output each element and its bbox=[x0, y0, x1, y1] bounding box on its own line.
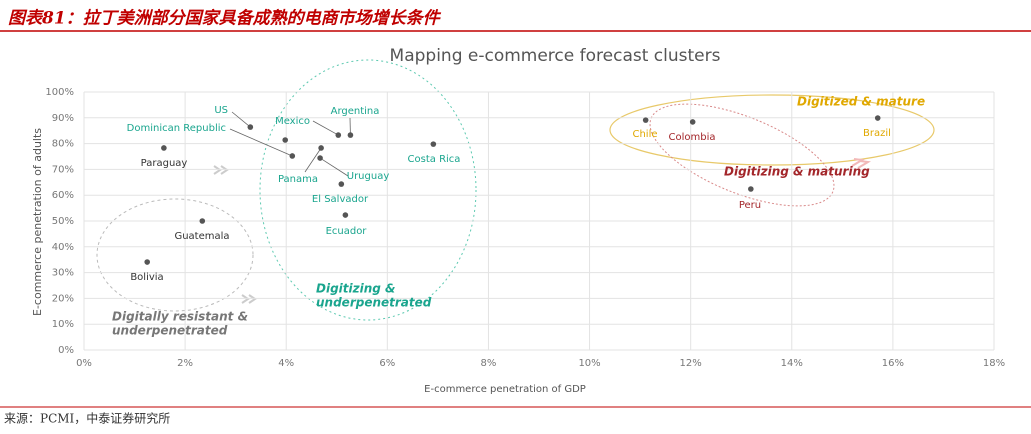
point-label: Colombia bbox=[669, 132, 716, 143]
point-label: Peru bbox=[739, 200, 761, 211]
point-label: Argentina bbox=[331, 106, 380, 117]
data-point bbox=[282, 137, 288, 143]
x-tick-label: 10% bbox=[578, 358, 600, 369]
y-tick-label: 80% bbox=[52, 139, 74, 150]
y-tick-label: 90% bbox=[52, 113, 74, 124]
y-tick-label: 0% bbox=[58, 345, 74, 356]
y-tick-label: 10% bbox=[52, 319, 74, 330]
point-label: Ecuador bbox=[326, 226, 368, 237]
arrow-icon bbox=[214, 166, 227, 174]
y-axis-label: E-commerce penetration of adults bbox=[31, 128, 44, 316]
data-point bbox=[339, 181, 345, 187]
leader-line bbox=[320, 158, 348, 176]
leader-line bbox=[232, 112, 250, 127]
x-tick-label: 14% bbox=[781, 358, 803, 369]
x-tick-label: 8% bbox=[481, 358, 497, 369]
leader-line bbox=[313, 121, 338, 135]
data-point bbox=[875, 115, 881, 121]
point-label: Mexico bbox=[275, 116, 310, 127]
source-note: 来源：PCMI，中泰证券研究所 bbox=[4, 411, 170, 426]
cluster-label: Digitizing & bbox=[316, 282, 396, 296]
page-title: 图表81：拉丁美洲部分国家具备成熟的电商市场增长条件 bbox=[8, 9, 442, 29]
x-axis-label: E-commerce penetration of GDP bbox=[424, 384, 586, 395]
data-point bbox=[161, 145, 167, 151]
data-point bbox=[748, 186, 754, 192]
y-tick-label: 40% bbox=[52, 242, 74, 253]
leader-line bbox=[230, 129, 292, 156]
data-point bbox=[431, 141, 437, 147]
point-label: US bbox=[214, 105, 228, 116]
y-tick-label: 70% bbox=[52, 164, 74, 175]
x-tick-label: 0% bbox=[76, 358, 92, 369]
cluster-label: underpenetrated bbox=[316, 296, 432, 310]
data-point bbox=[318, 145, 324, 151]
y-tick-label: 50% bbox=[52, 216, 74, 227]
point-label: Panama bbox=[278, 174, 318, 185]
data-point bbox=[248, 124, 254, 130]
cluster-outline bbox=[97, 199, 253, 311]
y-tick-label: 20% bbox=[52, 293, 74, 304]
y-tick-label: 60% bbox=[52, 190, 74, 201]
data-point bbox=[317, 155, 323, 161]
point-label: Chile bbox=[632, 129, 657, 140]
data-point bbox=[289, 153, 295, 159]
point-label: Dominican Republic bbox=[127, 123, 226, 134]
point-label: Brazil bbox=[863, 128, 891, 139]
point-label: Guatemala bbox=[174, 231, 229, 242]
data-point bbox=[335, 132, 341, 138]
x-tick-label: 18% bbox=[983, 358, 1005, 369]
data-point bbox=[348, 132, 354, 138]
data-point bbox=[144, 259, 150, 265]
x-tick-label: 4% bbox=[278, 358, 294, 369]
x-tick-label: 12% bbox=[680, 358, 702, 369]
x-tick-label: 2% bbox=[177, 358, 193, 369]
x-tick-label: 16% bbox=[882, 358, 904, 369]
cluster-label: underpenetrated bbox=[112, 324, 228, 338]
point-label: Costa Rica bbox=[408, 154, 461, 165]
arrow-icon bbox=[242, 295, 255, 303]
cluster-label: Digitized & mature bbox=[797, 95, 925, 109]
data-point bbox=[343, 212, 349, 218]
data-point bbox=[200, 218, 206, 224]
y-tick-label: 30% bbox=[52, 268, 74, 279]
point-label: Bolivia bbox=[130, 272, 163, 283]
chart-title: Mapping e-commerce forecast clusters bbox=[390, 46, 721, 66]
data-point bbox=[690, 119, 696, 125]
cluster-label: Digitizing & maturing bbox=[724, 165, 870, 179]
x-tick-label: 6% bbox=[379, 358, 395, 369]
y-tick-label: 100% bbox=[45, 87, 74, 98]
point-label: Paraguay bbox=[141, 158, 188, 169]
data-point bbox=[643, 117, 649, 123]
point-label: Uruguay bbox=[347, 171, 390, 182]
cluster-label: Digitally resistant & bbox=[112, 310, 248, 324]
point-label: El Salvador bbox=[312, 194, 369, 205]
